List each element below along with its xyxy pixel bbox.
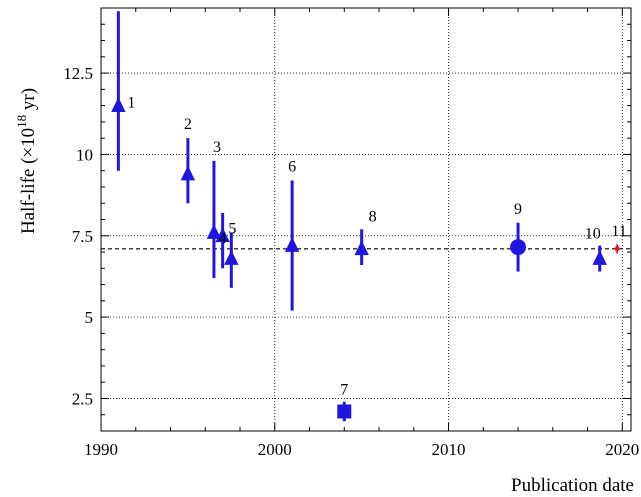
triangle-marker bbox=[224, 250, 239, 265]
point-label: 7 bbox=[340, 381, 348, 398]
y-axis-title-unit: yr) bbox=[18, 88, 39, 115]
data-point-8: 8 bbox=[354, 208, 377, 266]
triangle-marker bbox=[206, 224, 222, 239]
y-axis-ticks: 2.5 5 7.5 10 12.5 bbox=[63, 7, 631, 432]
triangle-marker bbox=[354, 240, 369, 256]
triangle-marker bbox=[592, 250, 607, 265]
y-tick-label: 12.5 bbox=[63, 64, 93, 83]
data-point-9: 9 bbox=[510, 201, 527, 272]
data-point-4: 4 bbox=[215, 212, 230, 269]
data-point-10: 10 bbox=[585, 226, 607, 272]
y-tick-label: 2.5 bbox=[72, 389, 93, 408]
data-point-11: 11 bbox=[611, 223, 627, 254]
data-point-2: 2 bbox=[180, 116, 196, 204]
triangle-marker bbox=[215, 227, 230, 243]
x-tick-label: 1990 bbox=[84, 440, 118, 459]
point-label: 4 bbox=[219, 230, 227, 247]
x-axis-title: Publication date bbox=[511, 475, 634, 496]
point-label: 10 bbox=[585, 226, 601, 243]
x-axis-ticks: 1990 2000 2010 2020 bbox=[84, 8, 639, 459]
point-label: 2 bbox=[184, 116, 192, 133]
point-label: 9 bbox=[514, 201, 522, 218]
data-point-3: 3 bbox=[206, 139, 222, 279]
triangle-marker bbox=[111, 97, 126, 112]
triangle-marker bbox=[284, 237, 300, 252]
data-point-1: 1 bbox=[111, 11, 135, 171]
data-point-5: 5 bbox=[224, 221, 239, 288]
point-label: 11 bbox=[611, 223, 626, 240]
data-points: 1 2 3 45 6 7 8 9 10 11 bbox=[111, 11, 627, 422]
y-tick-label: 5 bbox=[85, 308, 94, 327]
point-label: 1 bbox=[127, 95, 135, 112]
y-axis-title-exponent: 18 bbox=[14, 115, 29, 128]
point-label: 6 bbox=[288, 158, 296, 175]
point-label: 8 bbox=[369, 208, 377, 225]
y-axis-title: Half-life (×1018 yr) bbox=[14, 88, 39, 234]
grid bbox=[101, 8, 631, 431]
x-tick-label: 2020 bbox=[605, 440, 639, 459]
plot-frame bbox=[100, 7, 632, 432]
x-tick-label: 2010 bbox=[432, 440, 466, 459]
data-point-7: 7 bbox=[337, 381, 352, 422]
circle-marker bbox=[510, 239, 527, 256]
x-tick-label: 2000 bbox=[258, 440, 292, 459]
point-label: 3 bbox=[213, 139, 221, 156]
diamond-marker bbox=[614, 244, 621, 253]
y-tick-label: 10 bbox=[76, 145, 93, 164]
y-tick-label: 7.5 bbox=[72, 227, 93, 246]
square-marker bbox=[337, 404, 352, 419]
point-label: 5 bbox=[228, 221, 236, 238]
data-point-6: 6 bbox=[284, 158, 300, 311]
triangle-marker bbox=[180, 165, 196, 181]
y-axis-title-main: Half-life (×10 bbox=[18, 128, 39, 234]
